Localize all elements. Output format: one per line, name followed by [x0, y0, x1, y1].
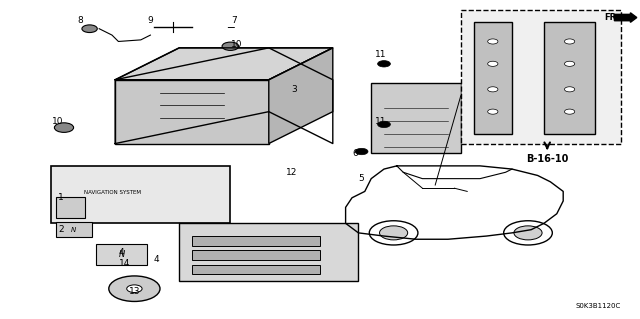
Circle shape: [564, 61, 575, 66]
FancyBboxPatch shape: [371, 83, 461, 153]
Circle shape: [222, 42, 239, 50]
Circle shape: [564, 109, 575, 114]
Circle shape: [378, 121, 390, 128]
Text: B-16-10: B-16-10: [526, 154, 568, 165]
Circle shape: [564, 39, 575, 44]
Circle shape: [378, 61, 390, 67]
Text: 2: 2: [58, 225, 63, 234]
Circle shape: [82, 25, 97, 33]
Text: S0K3B1120C: S0K3B1120C: [575, 303, 621, 309]
Text: 4: 4: [154, 256, 159, 264]
Polygon shape: [115, 48, 333, 80]
Circle shape: [127, 285, 142, 293]
FancyBboxPatch shape: [56, 197, 85, 218]
Circle shape: [380, 226, 408, 240]
Text: 3: 3: [292, 85, 297, 94]
Text: 13: 13: [129, 287, 140, 296]
Text: 11: 11: [375, 50, 387, 59]
Circle shape: [109, 276, 160, 301]
Text: ─: ─: [227, 22, 234, 32]
Polygon shape: [474, 22, 512, 134]
Polygon shape: [269, 48, 333, 144]
Polygon shape: [115, 80, 269, 144]
Circle shape: [488, 109, 498, 114]
Text: 9: 9: [148, 16, 153, 25]
Circle shape: [369, 221, 418, 245]
FancyBboxPatch shape: [192, 236, 320, 246]
FancyBboxPatch shape: [192, 250, 320, 260]
Circle shape: [504, 221, 552, 245]
Text: NAVIGATION SYSTEM: NAVIGATION SYSTEM: [83, 190, 141, 196]
Text: 1: 1: [58, 193, 63, 202]
FancyArrow shape: [614, 13, 637, 22]
Circle shape: [488, 87, 498, 92]
Text: 6: 6: [353, 149, 358, 158]
Text: N: N: [118, 250, 125, 259]
FancyBboxPatch shape: [51, 166, 230, 223]
Text: FR.: FR.: [604, 13, 620, 22]
Text: 10: 10: [231, 40, 243, 49]
Circle shape: [355, 148, 368, 155]
Circle shape: [514, 226, 542, 240]
Text: 14: 14: [119, 259, 131, 268]
Circle shape: [488, 61, 498, 66]
Text: 11: 11: [375, 117, 387, 126]
Polygon shape: [544, 22, 595, 134]
Text: 4: 4: [119, 248, 124, 256]
Text: 12: 12: [285, 168, 297, 177]
Text: 10: 10: [52, 117, 63, 126]
FancyBboxPatch shape: [56, 222, 92, 237]
FancyBboxPatch shape: [192, 265, 320, 274]
FancyBboxPatch shape: [461, 10, 621, 144]
Text: N: N: [71, 227, 76, 233]
FancyBboxPatch shape: [96, 244, 147, 265]
Text: 5: 5: [359, 174, 364, 183]
Text: 7: 7: [231, 16, 236, 25]
Circle shape: [54, 123, 74, 132]
FancyBboxPatch shape: [179, 223, 358, 281]
Circle shape: [488, 39, 498, 44]
Text: 8: 8: [77, 16, 83, 25]
Circle shape: [564, 87, 575, 92]
